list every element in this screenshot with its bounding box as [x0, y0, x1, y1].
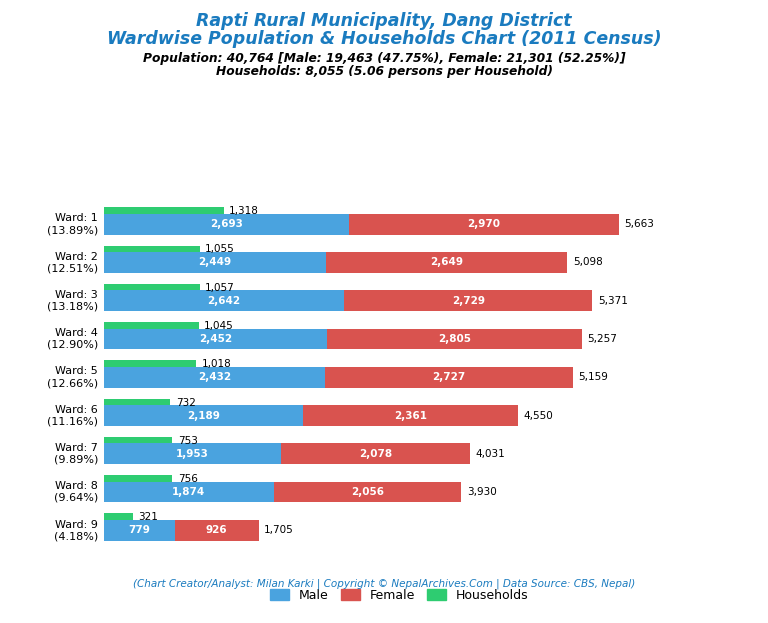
Text: 1,018: 1,018: [202, 359, 231, 369]
Text: 2,970: 2,970: [467, 219, 500, 229]
Text: 5,159: 5,159: [578, 373, 608, 383]
Text: 779: 779: [128, 525, 150, 535]
Text: 1,874: 1,874: [172, 487, 206, 497]
Text: 2,805: 2,805: [438, 334, 471, 344]
Text: 1,045: 1,045: [204, 321, 234, 331]
Text: 732: 732: [176, 397, 196, 407]
Text: 5,371: 5,371: [598, 296, 627, 306]
Text: 756: 756: [178, 474, 198, 484]
Bar: [104, 482, 274, 503]
Text: 1,318: 1,318: [229, 206, 259, 216]
Text: 2,449: 2,449: [198, 257, 232, 267]
Bar: [104, 520, 174, 541]
Text: 1,055: 1,055: [205, 244, 235, 254]
Text: 2,649: 2,649: [431, 257, 463, 267]
Bar: [104, 444, 281, 464]
Text: 4,031: 4,031: [476, 449, 505, 459]
Text: 1,057: 1,057: [205, 283, 235, 293]
Bar: [344, 290, 592, 311]
Text: 5,663: 5,663: [624, 219, 654, 229]
Legend: Male, Female, Households: Male, Female, Households: [265, 584, 534, 607]
Text: 926: 926: [206, 525, 227, 535]
Bar: [104, 252, 326, 273]
Text: (Chart Creator/Analyst: Milan Karki | Copyright © NepalArchives.Com | Data Sourc: (Chart Creator/Analyst: Milan Karki | Co…: [133, 578, 635, 589]
Text: 3,930: 3,930: [467, 487, 496, 497]
Bar: [104, 322, 199, 330]
Text: 2,693: 2,693: [210, 219, 243, 229]
Bar: [104, 513, 133, 521]
Bar: [174, 520, 259, 541]
Bar: [303, 405, 518, 426]
Text: 2,361: 2,361: [394, 411, 427, 421]
Text: 2,432: 2,432: [197, 373, 231, 383]
Text: 1,953: 1,953: [176, 449, 209, 459]
Bar: [104, 284, 200, 292]
Bar: [104, 475, 173, 483]
Bar: [104, 328, 326, 350]
Text: 5,098: 5,098: [573, 257, 603, 267]
Bar: [274, 482, 462, 503]
Text: 753: 753: [177, 435, 197, 446]
Text: Wardwise Population & Households Chart (2011 Census): Wardwise Population & Households Chart (…: [107, 30, 661, 48]
Bar: [104, 361, 197, 368]
Text: 2,056: 2,056: [351, 487, 384, 497]
Text: 2,642: 2,642: [207, 296, 240, 306]
Bar: [326, 252, 568, 273]
Text: 2,452: 2,452: [199, 334, 232, 344]
Bar: [281, 444, 471, 464]
Bar: [104, 437, 172, 445]
Text: 2,729: 2,729: [452, 296, 485, 306]
Bar: [326, 328, 582, 350]
Bar: [104, 399, 170, 406]
Bar: [104, 245, 200, 254]
Bar: [104, 290, 344, 311]
Text: Population: 40,764 [Male: 19,463 (47.75%), Female: 21,301 (52.25%)]: Population: 40,764 [Male: 19,463 (47.75%…: [143, 52, 625, 65]
Text: Rapti Rural Municipality, Dang District: Rapti Rural Municipality, Dang District: [197, 12, 571, 31]
Text: 5,257: 5,257: [588, 334, 617, 344]
Text: 2,727: 2,727: [432, 373, 465, 383]
Text: 2,189: 2,189: [187, 411, 220, 421]
Bar: [349, 214, 619, 235]
Bar: [104, 405, 303, 426]
Text: 2,078: 2,078: [359, 449, 392, 459]
Text: 4,550: 4,550: [523, 411, 553, 421]
Text: Households: 8,055 (5.06 persons per Household): Households: 8,055 (5.06 persons per Hous…: [216, 65, 552, 78]
Bar: [104, 207, 223, 215]
Bar: [104, 214, 349, 235]
Bar: [325, 367, 573, 388]
Text: 1,705: 1,705: [264, 525, 294, 535]
Bar: [104, 367, 325, 388]
Text: 321: 321: [138, 512, 158, 522]
